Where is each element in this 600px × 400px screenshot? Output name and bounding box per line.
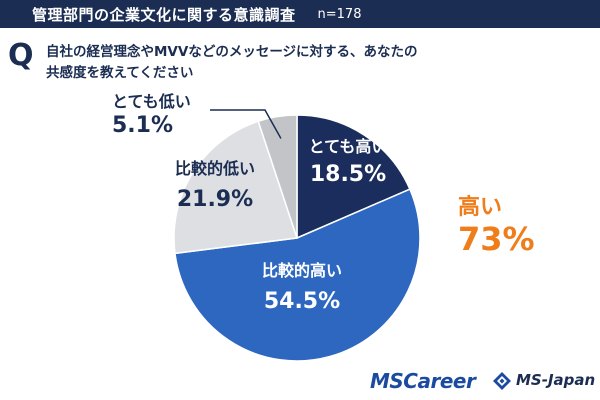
question-mark: Q xyxy=(8,38,34,73)
footer: MSCareer MS-Japan xyxy=(0,362,600,400)
summary-label: 高い xyxy=(458,194,502,220)
slice-label-very-low: とても低い xyxy=(112,92,191,111)
slice-value-fairly-high: 54.5% xyxy=(264,289,340,314)
leader-line-very-low xyxy=(210,109,282,139)
question-line-2: 共感度を教えてください xyxy=(46,65,194,81)
slice-value-very-low: 5.1% xyxy=(112,113,173,138)
slice-label-very-high: とても高い xyxy=(309,137,388,156)
sample-size: n=178 xyxy=(317,6,362,22)
pie-chart: とても高い 18.5% 比較的高い 54.5% 比較的低い 21.9% とても低い 5.1% 高… xyxy=(112,92,535,362)
ms-japan-logo-icon xyxy=(493,372,511,390)
question-line-1: 自社の経営理念やMVVなどのメッセージに対する、あなたの xyxy=(46,44,418,60)
pie-slice-very-high xyxy=(296,114,411,240)
pie-slice-fairly-high xyxy=(174,188,421,362)
header-bar: 管理部門の企業文化に関する意識調査 n=178 xyxy=(0,0,600,28)
chart-area: とても高い 18.5% 比較的高い 54.5% 比較的低い 21.9% とても低い 5.1% 高… xyxy=(0,92,600,362)
ms-japan-logo: MS-Japan xyxy=(516,371,596,389)
slice-value-very-high: 18.5% xyxy=(310,162,386,187)
question-block: Q 自社の経営理念やMVVなどのメッセージに対する、あなたの 共感度を教えてくだ… xyxy=(0,34,600,86)
mscareer-logo: MSCareer xyxy=(370,369,476,393)
slice-label-fairly-low: 比較的低い xyxy=(175,159,255,178)
pie-slice-fairly-low xyxy=(173,120,298,255)
survey-title: 管理部門の企業文化に関する意識調査 xyxy=(32,5,296,24)
slice-label-fairly-high: 比較的高い xyxy=(262,261,342,280)
slice-value-fairly-low: 21.9% xyxy=(177,187,253,212)
summary-value: 73% xyxy=(458,220,535,258)
pie-slice-very-low xyxy=(257,114,298,239)
